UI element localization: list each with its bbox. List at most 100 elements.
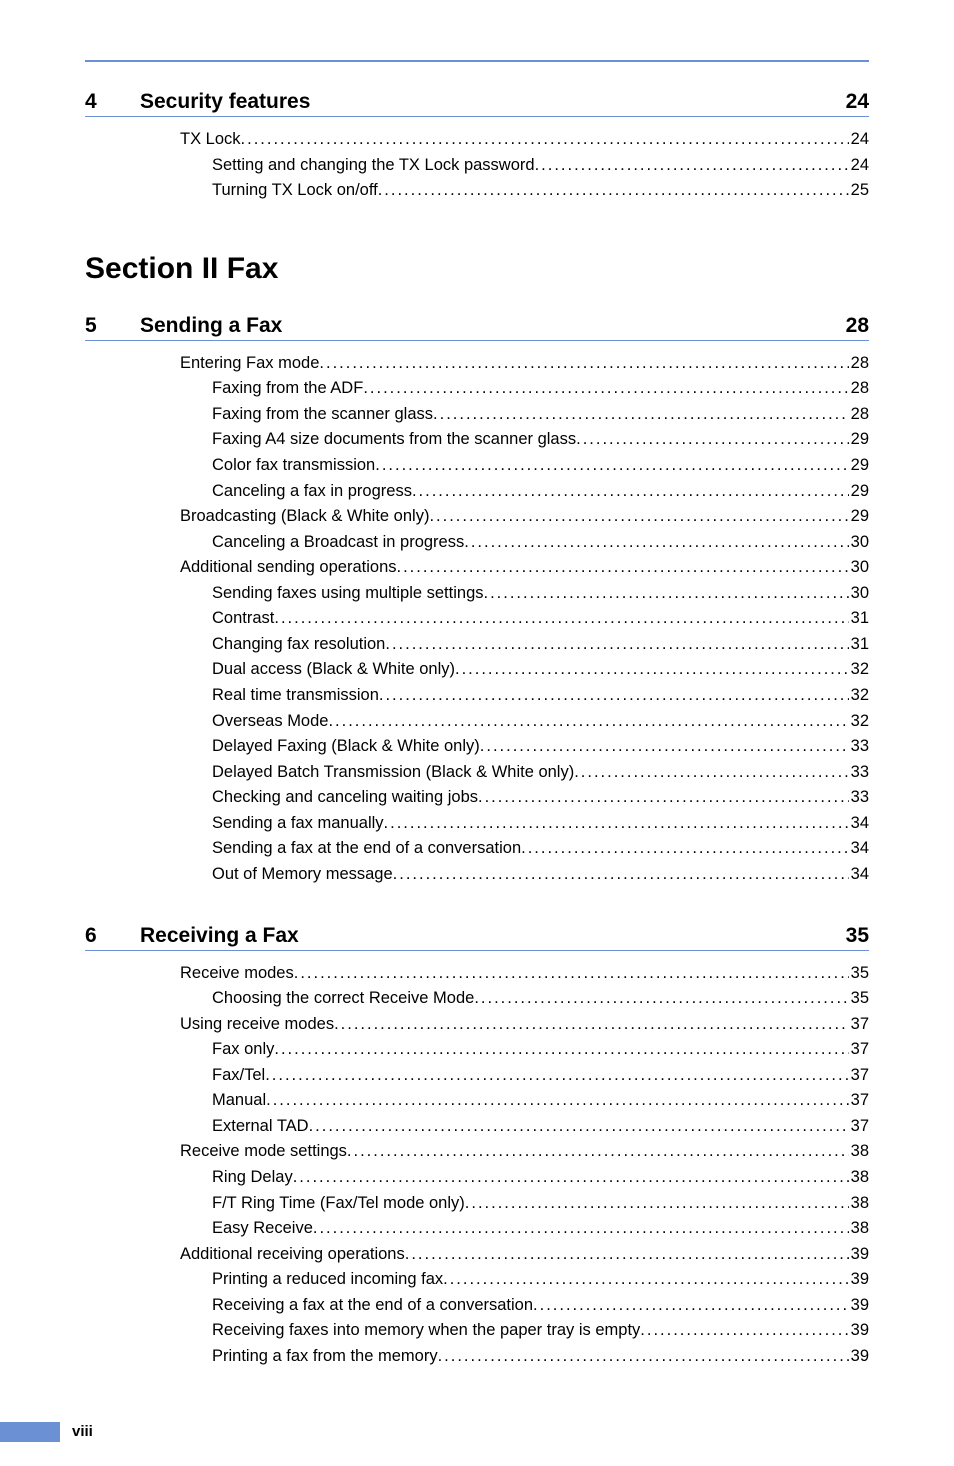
toc-line[interactable]: Changing fax resolution31 — [180, 632, 869, 658]
toc-entry-label: Broadcasting (Black & White only) — [180, 504, 429, 530]
footer-bar: viii — [0, 1422, 93, 1442]
toc-line[interactable]: Receive modes 35 — [180, 961, 869, 987]
toc-entry-label: Delayed Faxing (Black & White only) — [212, 734, 480, 760]
toc-entry-page: 29 — [849, 453, 869, 479]
toc-entry-page: 32 — [849, 657, 869, 683]
toc-line[interactable]: Canceling a fax in progress29 — [180, 479, 869, 505]
toc-line[interactable]: Printing a fax from the memory39 — [180, 1344, 869, 1370]
toc-line[interactable]: Dual access (Black & White only) 32 — [180, 657, 869, 683]
toc-entry-label: Changing fax resolution — [212, 632, 385, 658]
chapter-5-number: 5 — [85, 314, 140, 338]
toc-line[interactable]: Broadcasting (Black & White only) 29 — [180, 504, 869, 530]
toc-leader-dots — [328, 709, 848, 735]
toc-leader-dots — [640, 1318, 848, 1344]
toc-line[interactable]: Using receive modes37 — [180, 1012, 869, 1038]
toc-line[interactable]: TX Lock24 — [180, 127, 869, 153]
toc-line[interactable]: Canceling a Broadcast in progress30 — [180, 530, 869, 556]
toc-line[interactable]: Sending a fax at the end of a conversati… — [180, 836, 869, 862]
page-footer: viii — [0, 1422, 93, 1442]
toc-line[interactable]: Sending a fax manually34 — [180, 811, 869, 837]
toc-entry-page: 24 — [849, 153, 869, 179]
toc-entry-label: Additional receiving operations — [180, 1242, 405, 1268]
toc-line[interactable]: Sending faxes using multiple settings30 — [180, 581, 869, 607]
toc-line[interactable]: Fax only37 — [180, 1037, 869, 1063]
toc-entry-label: Using receive modes — [180, 1012, 334, 1038]
toc-line[interactable]: Fax/Tel37 — [180, 1063, 869, 1089]
toc-line[interactable]: Faxing from the ADF28 — [180, 376, 869, 402]
toc-entry-label: Printing a fax from the memory — [212, 1344, 438, 1370]
toc-entry-page: 38 — [849, 1165, 869, 1191]
toc-entry-label: TX Lock — [180, 127, 241, 153]
toc-entry-page: 37 — [849, 1088, 869, 1114]
toc-line[interactable]: Receiving a fax at the end of a conversa… — [180, 1293, 869, 1319]
chapter-5-page: 28 — [846, 314, 869, 338]
toc-line[interactable]: Choosing the correct Receive Mode35 — [180, 986, 869, 1012]
toc-line[interactable]: Entering Fax mode28 — [180, 351, 869, 377]
toc-chapter-5: Entering Fax mode28Faxing from the ADF28… — [180, 351, 869, 888]
toc-line[interactable]: Contrast31 — [180, 606, 869, 632]
toc-line[interactable]: F/T Ring Time (Fax/Tel mode only)38 — [180, 1191, 869, 1217]
toc-line[interactable]: Printing a reduced incoming fax39 — [180, 1267, 869, 1293]
toc-line[interactable]: Delayed Batch Transmission (Black & Whit… — [180, 760, 869, 786]
toc-line[interactable]: External TAD37 — [180, 1114, 869, 1140]
toc-line[interactable]: Additional receiving operations 39 — [180, 1242, 869, 1268]
toc-entry-page: 35 — [849, 961, 869, 987]
chapter-6-title: Receiving a Fax — [140, 924, 846, 948]
toc-line[interactable]: Faxing A4 size documents from the scanne… — [180, 427, 869, 453]
toc-entry-page: 30 — [849, 581, 869, 607]
toc-entry-label: Printing a reduced incoming fax — [212, 1267, 443, 1293]
toc-leader-dots — [474, 986, 848, 1012]
toc-entry-page: 29 — [849, 479, 869, 505]
toc-line[interactable]: Manual37 — [180, 1088, 869, 1114]
toc-entry-label: Overseas Mode — [212, 709, 328, 735]
toc-line[interactable]: Color fax transmission29 — [180, 453, 869, 479]
toc-entry-label: Checking and canceling waiting jobs — [212, 785, 478, 811]
toc-leader-dots — [309, 1114, 849, 1140]
toc-line[interactable]: Setting and changing the TX Lock passwor… — [180, 153, 869, 179]
toc-line[interactable]: Receive mode settings38 — [180, 1139, 869, 1165]
toc-entry-page: 39 — [849, 1242, 869, 1268]
toc-entry-label: Dual access (Black & White only) — [212, 657, 455, 683]
toc-chapter-6: Receive modes35Choosing the correct Rece… — [180, 961, 869, 1370]
toc-line[interactable]: Additional sending operations30 — [180, 555, 869, 581]
toc-entry-page: 39 — [849, 1293, 869, 1319]
toc-leader-dots — [478, 785, 849, 811]
toc-entry-page: 28 — [849, 402, 869, 428]
toc-entry-page: 29 — [849, 504, 869, 530]
toc-leader-dots — [412, 479, 849, 505]
toc-leader-dots — [241, 127, 849, 153]
toc-entry-label: Choosing the correct Receive Mode — [212, 986, 474, 1012]
toc-leader-dots — [379, 683, 849, 709]
toc-line[interactable]: Easy Receive38 — [180, 1216, 869, 1242]
toc-leader-dots — [480, 734, 849, 760]
toc-entry-label: Receive modes — [180, 961, 294, 987]
chapter-5-title: Sending a Fax — [140, 314, 846, 338]
toc-leader-dots — [535, 153, 849, 179]
toc-leader-dots — [363, 376, 848, 402]
toc-leader-dots — [378, 178, 849, 204]
toc-leader-dots — [294, 961, 849, 987]
page-number: viii — [60, 1423, 93, 1440]
toc-entry-page: 34 — [849, 836, 869, 862]
toc-leader-dots — [405, 1242, 849, 1268]
toc-leader-dots — [393, 862, 849, 888]
toc-line[interactable]: Overseas Mode32 — [180, 709, 869, 735]
toc-line[interactable]: Out of Memory message34 — [180, 862, 869, 888]
toc-line[interactable]: Real time transmission32 — [180, 683, 869, 709]
toc-entry-label: Out of Memory message — [212, 862, 393, 888]
toc-leader-dots — [438, 1344, 849, 1370]
footer-accent — [0, 1422, 60, 1442]
toc-line[interactable]: Checking and canceling waiting jobs33 — [180, 785, 869, 811]
toc-line[interactable]: Turning TX Lock on/off25 — [180, 178, 869, 204]
toc-line[interactable]: Receiving faxes into memory when the pap… — [180, 1318, 869, 1344]
toc-entry-label: External TAD — [212, 1114, 309, 1140]
toc-line[interactable]: Faxing from the scanner glass28 — [180, 402, 869, 428]
toc-entry-label: Easy Receive — [212, 1216, 313, 1242]
toc-leader-dots — [464, 530, 848, 556]
toc-entry-page: 39 — [849, 1318, 869, 1344]
toc-line[interactable]: Delayed Faxing (Black & White only)33 — [180, 734, 869, 760]
toc-leader-dots — [274, 606, 848, 632]
toc-line[interactable]: Ring Delay38 — [180, 1165, 869, 1191]
toc-entry-label: Additional sending operations — [180, 555, 397, 581]
toc-entry-label: Setting and changing the TX Lock passwor… — [212, 153, 535, 179]
